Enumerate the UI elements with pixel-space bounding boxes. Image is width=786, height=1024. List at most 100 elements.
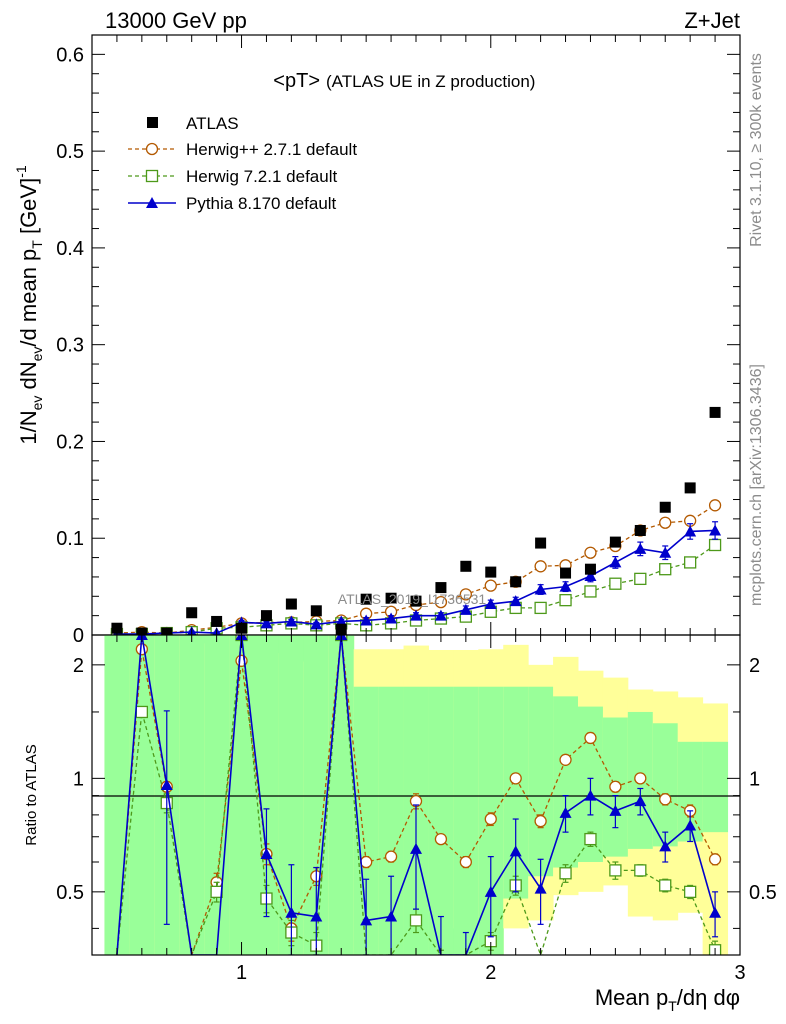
ratio-pythia-point [484, 885, 497, 897]
main-pythia-point [559, 580, 572, 592]
ratio-band-green [328, 635, 355, 955]
ratio-herwig7-point [409, 914, 423, 927]
data-point [410, 595, 422, 607]
main-y-tick-label: 0.6 [56, 44, 84, 66]
ratio-y-tick-label: 2 [73, 655, 84, 677]
legend-label-herwig7: Herwig 7.2.1 default [186, 167, 337, 186]
main-x-ticks [116, 35, 741, 635]
ratio-xlabel: Mean pT/dη dφ [595, 985, 740, 1014]
ratio-band-green [702, 741, 729, 833]
ratio-pythia-point [410, 842, 422, 854]
legend-label-herwigpp: Herwig++ 2.7.1 default [186, 140, 357, 159]
data-point [186, 607, 198, 619]
main-pythia-point [484, 598, 497, 610]
ratio-herwigpp-point [584, 731, 597, 745]
main-y-tick-label: 0 [73, 625, 84, 647]
main-pythia-point [584, 569, 597, 581]
watermark: ATLAS_2019_I1736531 [338, 591, 487, 607]
data-point [609, 536, 621, 548]
main-herwig7-point [534, 601, 547, 615]
ratio-pythia-point [260, 848, 273, 860]
main-pythia-point [684, 525, 697, 537]
ratio-herwigpp-point [609, 780, 622, 793]
data-point [460, 560, 472, 572]
main-herwigpp-point [534, 560, 547, 573]
main-herwig7-point [634, 572, 647, 586]
ratio-herwig7-point [135, 705, 148, 719]
ratio-pythia-point [385, 910, 398, 922]
ratio-pythia-point [534, 882, 547, 894]
legend-entry-herwig7: Herwig 7.2.1 default [128, 167, 337, 186]
main-herwig7-point [584, 585, 597, 598]
data-point [535, 537, 547, 549]
data-point [684, 482, 696, 494]
rivet-label: Rivet 3.1.10, ≥ 300k events [748, 53, 765, 247]
main-pythia-point [410, 609, 422, 621]
ratio-pythia-point [609, 804, 622, 816]
data-point [435, 582, 447, 594]
ratio-herwig7-point [559, 867, 572, 880]
ratio-x-tick-label: 2 [485, 962, 496, 984]
plot-title: <pT> (ATLAS UE in Z production) [273, 70, 535, 92]
ratio-pythia-point [584, 789, 597, 801]
ratio-pythia-point [684, 819, 697, 831]
ratio-herwig7-point [609, 864, 622, 877]
main-herwigpp-point [584, 546, 597, 559]
ratio-plot-area: 0.5 0.5 1 1 2 2 1 2 3 [56, 634, 777, 984]
ratio-herwigpp-point [659, 793, 672, 806]
title-sub: (ATLAS UE in Z production) [326, 72, 535, 91]
legend-label-atlas: ATLAS [186, 114, 239, 133]
main-herwigpp-point [434, 595, 448, 609]
data-point [659, 501, 671, 513]
main-pythia-point [709, 524, 722, 536]
ratio-y-tick-label-right: 0.5 [749, 882, 777, 904]
main-y-tick-label: 0.3 [56, 335, 84, 357]
main-pythia-point [509, 595, 522, 607]
ratio-herwigpp-point [484, 812, 497, 826]
ratio-band-green [428, 686, 454, 955]
main-pythia-point [434, 609, 447, 621]
ratio-band-green [453, 686, 479, 955]
main-herwig7-point [684, 556, 697, 569]
main-herwigpp-point [708, 499, 722, 512]
legend-marker-pythia [146, 197, 158, 208]
ratio-herwigpp-point [384, 850, 398, 863]
ratio-y-tick-label-right: 2 [749, 655, 760, 677]
legend-entry-herwigpp: Herwig++ 2.7.1 default [128, 140, 357, 159]
ratio-band-green [652, 723, 679, 847]
ratio-herwig7-point [634, 864, 647, 877]
data-point [285, 598, 297, 610]
ratio-herwig7-point [584, 832, 597, 846]
legend-marker-herwig7 [145, 169, 159, 183]
ratio-x-tick-label: 1 [236, 962, 247, 984]
main-herwigpp-point [659, 516, 672, 529]
ratio-herwigpp-point [135, 643, 148, 656]
legend-entry-atlas: ATLAS [147, 114, 239, 133]
ratio-band-green [129, 635, 155, 955]
main-y-tick-label: 0.5 [56, 141, 84, 163]
ratio-marks [116, 635, 722, 955]
mcplots-label: mcplots.cern.ch [arXiv:1306.3436] [748, 364, 765, 606]
ratio-herwigpp-point [708, 853, 722, 866]
data-point [510, 576, 522, 588]
main-ylabel: 1/Nev dNev/d mean pT [GeV]-1 [13, 165, 45, 445]
main-y-axis: 0 0.1 0.2 0.3 0.4 0.5 0.6 [56, 44, 740, 647]
ratio-pythia-point [360, 914, 373, 926]
ratio-y-axis: 0.5 0.5 1 1 2 2 [56, 655, 777, 929]
header-right: Z+Jet [684, 8, 740, 33]
main-y-tick-label: 0.2 [56, 431, 84, 453]
main-pythia-point [534, 583, 547, 595]
data-point [385, 592, 397, 604]
data-point [211, 615, 223, 627]
ratio-herwigpp-point [534, 814, 547, 828]
main-herwig7-point [708, 538, 722, 552]
ratio-y-tick-label: 0.5 [56, 882, 84, 904]
data-point [310, 605, 322, 617]
main-pythia-point [609, 556, 622, 568]
ratio-pythia-point [285, 906, 298, 918]
ratio-pythia-point [509, 845, 522, 857]
title-main: <pT> [273, 70, 320, 92]
main-pythia-point [459, 603, 472, 615]
data-point [485, 566, 497, 578]
ratio-ylabel: Ratio to ATLAS [23, 744, 40, 845]
